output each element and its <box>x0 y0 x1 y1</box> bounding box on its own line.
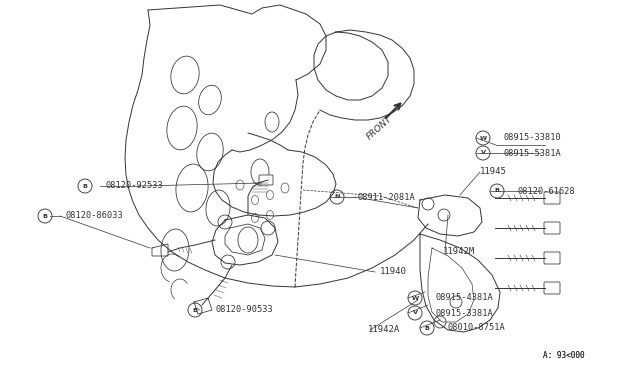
Text: V: V <box>481 151 486 155</box>
Text: B: B <box>424 326 429 330</box>
Circle shape <box>188 303 202 317</box>
FancyBboxPatch shape <box>544 252 560 264</box>
Text: 08120-86033: 08120-86033 <box>65 212 123 221</box>
Text: 08120-90533: 08120-90533 <box>215 305 273 314</box>
Text: B: B <box>42 214 47 218</box>
Text: 11942A: 11942A <box>368 326 400 334</box>
Text: 11942M: 11942M <box>443 247 476 257</box>
Text: A: 93<000: A: 93<000 <box>543 350 584 359</box>
Text: 08911-2081A: 08911-2081A <box>357 192 415 202</box>
Circle shape <box>408 306 422 320</box>
Text: W: W <box>479 135 486 141</box>
Text: FRONT: FRONT <box>365 114 394 142</box>
Text: 08915-4381A: 08915-4381A <box>435 294 493 302</box>
Text: B: B <box>193 308 198 312</box>
Text: 08915-33810: 08915-33810 <box>503 134 561 142</box>
Circle shape <box>476 131 490 145</box>
Circle shape <box>476 146 490 160</box>
Text: B: B <box>495 189 499 193</box>
Text: 11945: 11945 <box>480 167 507 176</box>
Circle shape <box>490 184 504 198</box>
Circle shape <box>78 179 92 193</box>
FancyBboxPatch shape <box>544 192 560 204</box>
Text: 08010-8751A: 08010-8751A <box>447 324 505 333</box>
Circle shape <box>420 321 434 335</box>
FancyBboxPatch shape <box>544 282 560 294</box>
Text: 08915-5381A: 08915-5381A <box>503 148 561 157</box>
Text: N: N <box>334 195 340 199</box>
Text: 08120-61628: 08120-61628 <box>517 186 575 196</box>
FancyBboxPatch shape <box>544 222 560 234</box>
Text: B: B <box>83 183 88 189</box>
Text: 08915-3381A: 08915-3381A <box>435 308 493 317</box>
Circle shape <box>330 190 344 204</box>
Text: V: V <box>413 311 417 315</box>
Text: 11940: 11940 <box>380 267 407 276</box>
Circle shape <box>38 209 52 223</box>
Text: W: W <box>412 295 419 301</box>
Circle shape <box>408 291 422 305</box>
FancyBboxPatch shape <box>259 175 273 185</box>
Text: 08120-92533: 08120-92533 <box>105 182 163 190</box>
Text: A: 93<000: A: 93<000 <box>543 350 584 359</box>
